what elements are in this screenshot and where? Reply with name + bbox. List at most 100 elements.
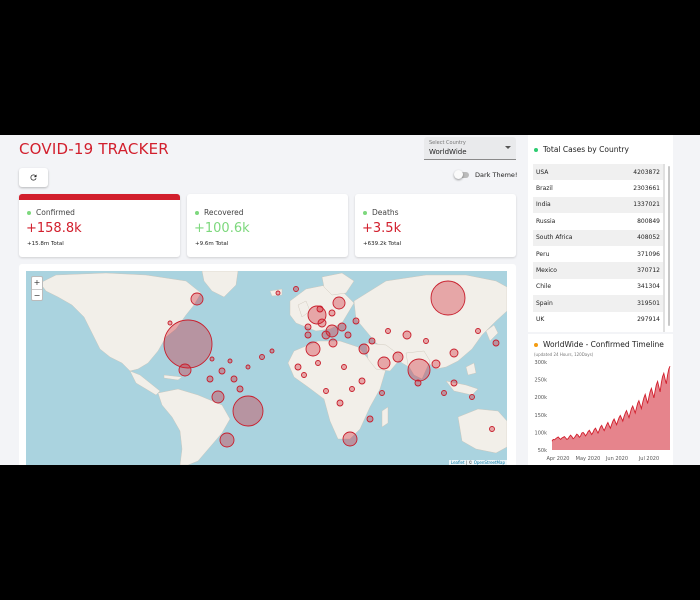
case-bubble[interactable] [358,377,366,385]
table-row[interactable]: Chile 341304 [533,279,663,295]
table-scrollbar[interactable] [668,166,670,326]
case-bubble[interactable] [275,290,281,296]
case-bubble[interactable] [304,331,312,339]
case-bubble[interactable] [307,305,327,325]
case-bubble[interactable] [317,318,327,328]
case-bubble[interactable] [209,356,215,362]
case-bubble[interactable] [414,379,422,387]
case-bubble[interactable] [315,360,321,366]
case-bubble[interactable] [407,358,431,382]
case-bubble[interactable] [489,426,495,432]
case-bubble[interactable] [219,432,235,448]
deaths-card[interactable]: Deaths +3.5k +639.2k Total [355,194,516,257]
table-row[interactable]: Peru 371096 [533,246,663,262]
table-row[interactable]: Brazil 2303661 [533,180,663,196]
recovered-value: +100.6k [194,221,250,236]
case-bubble[interactable] [342,431,358,447]
table-row[interactable]: South Africa 408052 [533,229,663,246]
case-bubble[interactable] [368,337,376,345]
case-bubble[interactable] [344,331,352,339]
case-bubble[interactable] [366,415,374,423]
case-bubble[interactable] [321,330,331,340]
case-bubble[interactable] [316,305,324,313]
case-bubble[interactable] [328,338,338,348]
status-dot-icon [363,210,367,215]
table-row[interactable]: Spain 319501 [533,295,663,312]
table-row[interactable]: India 1337021 [533,196,663,214]
zoom-out-button[interactable]: − [32,289,42,300]
deaths-title: Deaths [372,208,399,217]
select-label: Select Country [429,140,466,146]
status-dot-icon [27,210,31,215]
toggle-switch[interactable] [454,170,469,179]
recovered-card[interactable]: Recovered +100.6k +9.6m Total [187,194,348,257]
case-bubble[interactable] [304,323,312,331]
country-cases: 2303661 [633,185,660,193]
case-bubble[interactable] [379,390,385,396]
country-cases: 297914 [637,316,660,324]
world-map[interactable]: + − Leaflet | © OpenStreetMap [26,271,507,465]
refresh-icon [30,174,37,181]
confirmed-card[interactable]: Confirmed +158.8k +15.8m Total [19,194,180,257]
case-bubble[interactable] [441,390,447,396]
case-bubble[interactable] [293,286,299,292]
case-bubble[interactable] [245,364,251,370]
country-table[interactable]: USA 4203872 Brazil 2303661 India 1337021 Russi… [533,164,665,332]
case-bubble[interactable] [163,319,213,369]
leaflet-link[interactable]: Leaflet [450,460,465,465]
timeline-subtitle: (updated 24 Hours, 120Days) [534,352,594,357]
case-bubble[interactable] [377,356,391,370]
case-bubble[interactable] [352,317,360,325]
case-bubble[interactable] [358,343,370,355]
refresh-button[interactable] [19,168,48,187]
case-bubble[interactable] [423,338,429,344]
case-bubble[interactable] [227,358,233,364]
table-row[interactable]: UK 297914 [533,312,663,328]
table-row[interactable]: USA 4203872 [533,164,663,181]
country-cases: 371096 [637,250,660,258]
country-cases: 341304 [637,283,660,291]
case-bubble[interactable] [328,309,336,317]
case-bubble[interactable] [430,280,466,316]
case-bubble[interactable] [230,375,238,383]
case-bubble[interactable] [305,341,321,357]
case-bubble[interactable] [190,292,204,306]
dark-theme-toggle[interactable]: Dark Theme! [454,170,518,179]
table-row[interactable]: Russia 800849 [533,213,663,229]
case-bubble[interactable] [469,394,475,400]
case-bubble[interactable] [211,390,225,404]
case-bubble[interactable] [449,348,459,358]
recovered-header: Recovered [195,208,244,217]
y-tick-label: 250k [535,378,548,384]
country-name: Russia [536,217,556,225]
case-bubble[interactable] [269,348,275,354]
case-bubble[interactable] [475,328,481,334]
case-bubble[interactable] [337,322,347,332]
case-bubble[interactable] [450,379,458,387]
case-bubble[interactable] [178,363,192,377]
zoom-in-button[interactable]: + [33,278,41,287]
case-bubble[interactable] [301,372,307,378]
country-select[interactable]: Select Country WorldWide [424,137,516,160]
case-bubble[interactable] [336,399,344,407]
case-bubble[interactable] [332,296,346,310]
case-bubble[interactable] [294,363,302,371]
case-bubble[interactable] [236,385,244,393]
case-bubble[interactable] [385,328,391,334]
case-bubble[interactable] [167,320,173,326]
case-bubble[interactable] [232,395,264,427]
case-bubble[interactable] [431,359,441,369]
case-bubble[interactable] [218,367,226,375]
case-bubble[interactable] [341,364,347,370]
osm-link[interactable]: OpenStreetMap [473,460,505,465]
case-bubble[interactable] [259,354,265,360]
case-bubble[interactable] [349,386,355,392]
case-bubble[interactable] [392,351,404,363]
case-bubble[interactable] [323,388,329,394]
table-row[interactable]: Mexico 370712 [533,262,663,279]
case-bubble[interactable] [206,375,214,383]
case-bubble[interactable] [402,330,412,340]
case-bubble[interactable] [492,339,500,347]
select-value: WorldWide [429,148,467,156]
